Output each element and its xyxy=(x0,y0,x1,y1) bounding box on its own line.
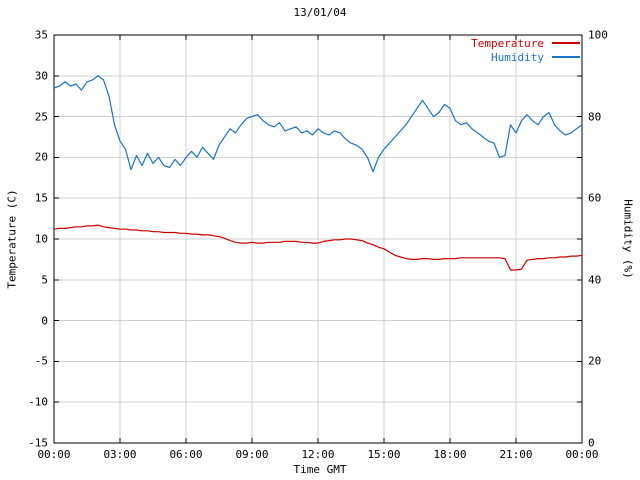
y-left-tick-label: 20 xyxy=(34,150,48,164)
legend-item-temperature: Temperature xyxy=(471,36,580,50)
x-tick-label: 15:00 xyxy=(367,448,401,461)
x-tick-label: 00:00 xyxy=(37,448,71,461)
y-right-tick-label: 60 xyxy=(588,191,602,205)
y-left-tick-label: 10 xyxy=(34,232,48,246)
x-tick-label: 09:00 xyxy=(235,448,269,461)
chart-title: 13/01/04 xyxy=(293,6,347,19)
legend-item-humidity: Humidity xyxy=(471,50,580,64)
temperature-series-line xyxy=(53,224,583,271)
x-tick-label: 18:00 xyxy=(433,448,467,461)
y-left-tick-label: 0 xyxy=(41,314,48,328)
y-left-tick-label: 35 xyxy=(34,28,48,42)
legend-label-humidity: Humidity xyxy=(491,50,544,64)
left-axis-label: Temperature (C) xyxy=(5,189,19,289)
y-right-tick-label: 20 xyxy=(588,354,602,368)
y-left-tick-label: 25 xyxy=(34,110,48,124)
legend-line-temperature xyxy=(552,42,580,44)
y-left-tick-label: 30 xyxy=(34,69,48,83)
y-left-tick-label: -5 xyxy=(34,354,48,368)
y-left-tick-label: 5 xyxy=(41,273,48,287)
y-right-tick-label: 80 xyxy=(588,110,602,124)
x-axis-label: Time GMT xyxy=(293,463,347,476)
x-tick-label: 06:00 xyxy=(169,448,203,461)
humidity-series-line xyxy=(53,75,583,173)
y-left-tick-label: -15 xyxy=(28,436,48,450)
legend-label-temperature: Temperature xyxy=(471,36,544,50)
x-tick-label: 21:00 xyxy=(499,448,533,461)
y-right-tick-label: 40 xyxy=(588,273,602,287)
y-right-tick-label: 0 xyxy=(588,436,595,450)
x-tick-label: 00:00 xyxy=(565,448,599,461)
y-left-tick-label: 15 xyxy=(34,191,48,205)
legend-line-humidity xyxy=(552,56,580,58)
y-left-tick-label: -10 xyxy=(28,395,48,409)
x-tick-label: 12:00 xyxy=(301,448,335,461)
right-axis-label: Humidity (%) xyxy=(621,199,635,279)
x-tick-label: 03:00 xyxy=(103,448,137,461)
legend: Temperature Humidity xyxy=(471,36,580,64)
y-right-tick-label: 100 xyxy=(588,28,608,42)
